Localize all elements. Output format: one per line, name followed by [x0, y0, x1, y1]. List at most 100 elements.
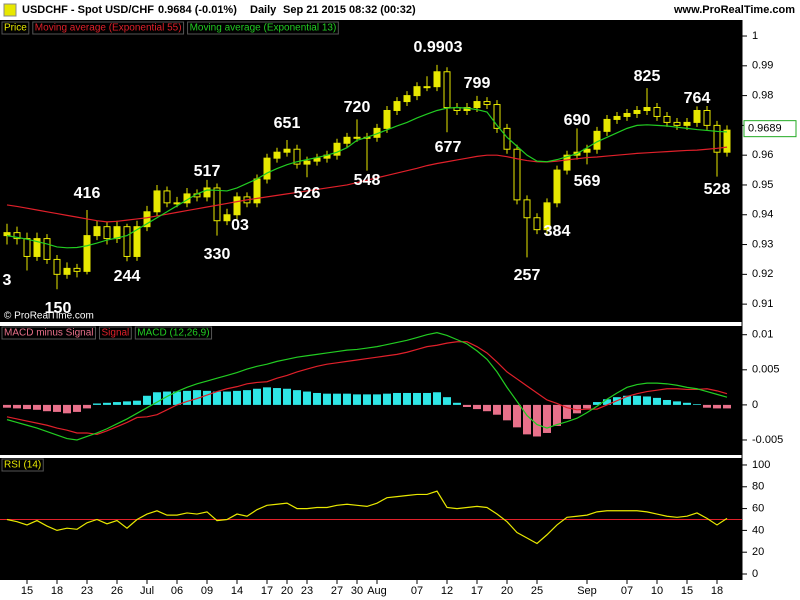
last-price-box: [743, 120, 797, 138]
histogram-bar: [393, 392, 401, 405]
x-tick-label: 23: [301, 585, 313, 597]
annotation: 150: [45, 300, 72, 317]
histogram-bar: [123, 401, 131, 405]
indicator-line: [6, 331, 728, 441]
histogram-bar: [673, 401, 681, 405]
histogram-bar: [563, 404, 571, 419]
x-tick-label: 17: [261, 585, 273, 597]
histogram-bar: [273, 388, 281, 405]
candle-body: [123, 226, 131, 257]
candle-body: [283, 148, 291, 153]
histogram-bar: [363, 394, 371, 405]
x-tick-label: 14: [231, 585, 243, 597]
histogram-bar: [493, 404, 501, 415]
candle-body: [493, 104, 501, 129]
annotation: 764: [684, 90, 711, 107]
candle-body: [383, 109, 391, 129]
candle-body: [73, 267, 81, 272]
candle-body: [683, 121, 691, 126]
candle-body: [33, 238, 41, 257]
annotation: 257: [514, 267, 541, 284]
x-tick-label: Jul: [140, 585, 154, 597]
histogram-bar: [13, 404, 21, 409]
y-tick-label: 0.94: [752, 209, 773, 221]
legend-entry: Moving average (Exponential 13): [190, 23, 337, 34]
histogram-bar: [653, 397, 661, 405]
x-tick-label: 06: [171, 585, 183, 597]
histogram-bar: [113, 402, 121, 405]
y-tick-label: 80: [752, 481, 764, 493]
histogram-bar: [483, 404, 491, 412]
histogram-bar: [543, 404, 551, 433]
histogram-bar: [283, 388, 291, 405]
histogram-bar: [103, 402, 111, 405]
candle-body: [483, 101, 491, 106]
candle-body: [643, 107, 651, 111]
annotation: 244: [114, 268, 141, 285]
last-price-label: 0.9689: [748, 123, 782, 135]
candle-body: [603, 118, 611, 132]
x-tick-label: 30: [351, 585, 363, 597]
histogram-bar: [573, 404, 581, 414]
candle-body: [13, 232, 21, 240]
y-tick-label: 0.005: [752, 364, 780, 376]
x-tick-label: 27: [331, 585, 343, 597]
legend-box: [98, 326, 132, 340]
candle-body: [203, 187, 211, 198]
histogram-bar: [93, 403, 101, 405]
candle-body: [433, 71, 441, 88]
x-tick-label: 20: [281, 585, 293, 597]
histogram-bar: [693, 404, 701, 405]
annotation: 3: [3, 272, 12, 289]
histogram-bar: [323, 393, 331, 405]
candle-body: [663, 115, 671, 123]
annotation: 517: [194, 163, 221, 180]
histogram-bar: [133, 400, 141, 405]
candle-body: [113, 226, 121, 240]
x-tick-label: 23: [81, 585, 93, 597]
histogram-bar: [593, 402, 601, 405]
y-tick-label: 0.92: [752, 268, 773, 280]
histogram-bar: [353, 394, 361, 405]
y-tick-label: 60: [752, 502, 764, 514]
header-bar: [0, 0, 800, 20]
candle-body: [53, 258, 61, 275]
indicator-line: [6, 490, 728, 545]
histogram-bar: [33, 404, 41, 410]
histogram-bar: [143, 395, 151, 405]
histogram-bar: [43, 404, 51, 412]
histogram-bar: [83, 404, 91, 409]
annotation: 825: [634, 68, 661, 85]
histogram-bar: [473, 404, 481, 410]
histogram-bar: [523, 404, 531, 435]
histogram-bar: [373, 394, 381, 405]
histogram-bar: [643, 396, 651, 405]
histogram-bar: [3, 404, 11, 408]
x-tick-label: 07: [621, 585, 633, 597]
histogram-bar: [443, 397, 451, 405]
histogram-bar: [203, 390, 211, 405]
candle-body: [653, 107, 661, 117]
candle-body: [133, 226, 141, 257]
histogram-bar: [153, 392, 161, 405]
x-tick-label: 25: [531, 585, 543, 597]
histogram-bar: [293, 390, 301, 405]
y-tick-label: 1: [752, 30, 758, 42]
histogram-bar: [183, 390, 191, 405]
histogram-bar: [313, 392, 321, 405]
histogram-bar: [303, 391, 311, 405]
x-tick-label: 07: [411, 585, 423, 597]
candle-body: [543, 202, 551, 231]
candle-body: [333, 142, 341, 156]
annotation: 677: [435, 139, 462, 156]
y-tick-label: 0: [752, 399, 758, 411]
x-tick-label: 20: [501, 585, 513, 597]
candle-body: [273, 151, 281, 159]
legend-entry: Moving average (Exponential 55): [35, 23, 182, 34]
candle-body: [553, 169, 561, 204]
candle-body: [673, 121, 681, 126]
panel-separator: [0, 455, 742, 458]
histogram-bar: [463, 404, 471, 407]
candle-body: [83, 235, 91, 272]
